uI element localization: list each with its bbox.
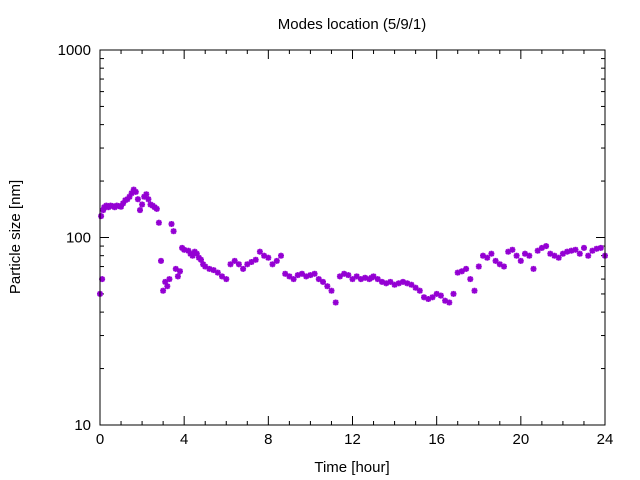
y-tick-label: 100 [66, 230, 91, 247]
data-point [219, 273, 225, 280]
data-point [143, 191, 150, 198]
data-point [387, 278, 394, 285]
data-point [170, 228, 177, 235]
data-point [437, 292, 444, 299]
data-point [177, 268, 183, 275]
data-point [227, 261, 234, 268]
data-point [223, 276, 230, 283]
data-point [164, 283, 171, 290]
data-point [416, 287, 423, 294]
data-point [235, 261, 242, 268]
data-point [174, 273, 181, 280]
x-tick-label: 24 [597, 431, 614, 448]
x-tick-label: 20 [512, 431, 529, 448]
data-point [282, 270, 289, 277]
data-point [353, 273, 360, 280]
data-point [543, 243, 550, 250]
data-point [324, 283, 331, 290]
data-point [475, 263, 482, 270]
data-point [345, 272, 352, 279]
chart-title: Modes location (5/9/1) [278, 16, 426, 33]
data-point [328, 287, 335, 294]
data-point [98, 213, 105, 220]
data-point [501, 263, 507, 270]
data-point [517, 257, 524, 264]
data-point [269, 261, 276, 268]
data-point [576, 250, 583, 257]
data-point [198, 256, 204, 263]
data-point [526, 252, 533, 259]
data-point [597, 244, 604, 251]
data-point [585, 252, 592, 259]
data-point [446, 299, 453, 306]
x-tick-label: 8 [264, 431, 272, 448]
data-point [132, 188, 139, 195]
data-point [568, 247, 575, 254]
data-point [374, 276, 381, 283]
data-point [299, 270, 305, 277]
data-point [492, 257, 499, 264]
data-point [153, 205, 160, 212]
data-point [134, 196, 141, 203]
data-point [286, 273, 293, 280]
x-tick-label: 0 [96, 431, 104, 448]
data-point [214, 269, 221, 276]
data-point [158, 257, 164, 264]
data-point [278, 252, 284, 259]
data-point [349, 276, 356, 283]
data-point [290, 276, 297, 283]
data-point [210, 267, 217, 274]
data-point [315, 276, 322, 283]
data-point [555, 254, 562, 261]
data-point [256, 248, 263, 255]
data-point [139, 201, 146, 208]
data-point [160, 287, 167, 294]
x-tick-label: 16 [428, 431, 445, 448]
y-tick-label: 10 [74, 417, 91, 434]
data-point [450, 290, 457, 297]
axis-ticks [99, 49, 606, 426]
data-point [572, 246, 579, 253]
data-points [97, 186, 608, 306]
y-tick-label: 1000 [58, 42, 91, 59]
data-point [429, 294, 436, 301]
data-point [332, 299, 339, 306]
data-point [145, 196, 152, 203]
data-point [336, 273, 343, 280]
data-point [231, 257, 238, 264]
x-tick-label: 12 [344, 431, 361, 448]
data-point [564, 248, 571, 255]
x-tick-label: 4 [180, 431, 188, 448]
data-point [471, 287, 478, 294]
data-point [240, 265, 247, 272]
data-point [137, 207, 143, 214]
data-point [168, 221, 175, 227]
data-point [534, 247, 541, 254]
data-point [273, 257, 280, 264]
data-point [593, 245, 600, 252]
y-axis-label: Particle size [nm] [7, 180, 24, 294]
data-point [458, 268, 465, 275]
data-point [252, 256, 259, 263]
plot-frame [99, 49, 606, 426]
data-point [581, 244, 587, 251]
data-point [484, 254, 491, 261]
data-point [530, 265, 537, 272]
data-point [513, 252, 520, 259]
data-point [488, 250, 495, 257]
data-point [155, 219, 162, 226]
data-point [370, 273, 377, 280]
data-point [265, 254, 272, 261]
x-axis-label: Time [hour] [314, 459, 389, 476]
data-point [320, 278, 326, 285]
data-point [463, 265, 470, 272]
data-point [509, 246, 516, 253]
data-point [166, 276, 173, 283]
tick-labels: 0 4 8 12 16 20 24 10 100 1000 [58, 42, 614, 448]
data-point [311, 270, 318, 277]
data-point [467, 276, 474, 283]
